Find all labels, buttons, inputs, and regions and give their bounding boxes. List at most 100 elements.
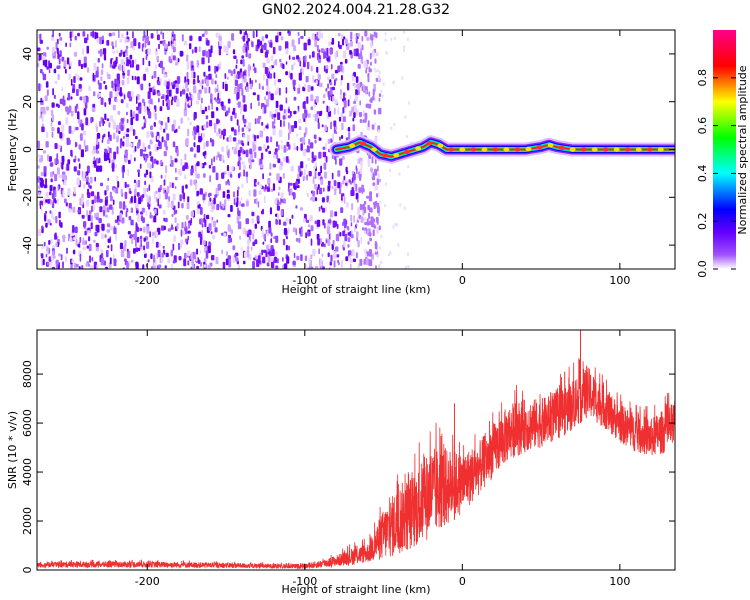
snr-series-line: [37, 358, 675, 570]
noise-speck: [135, 238, 137, 247]
noise-speck: [311, 33, 315, 40]
noise-speck: [133, 128, 135, 136]
noise-speck: [260, 48, 264, 54]
noise-speck: [335, 131, 338, 135]
noise-speck: [166, 133, 170, 141]
noise-speck: [215, 66, 219, 72]
noise-speck: [200, 163, 203, 168]
noise-speck: [154, 64, 157, 70]
noise-speck: [353, 226, 356, 232]
noise-speck: [133, 248, 136, 254]
noise-speck: [111, 80, 114, 89]
noise-speck: [316, 66, 319, 73]
noise-speck: [232, 107, 236, 112]
noise-speck: [108, 122, 111, 128]
noise-speck: [131, 259, 134, 263]
noise-speck: [247, 64, 251, 72]
noise-speck: [96, 165, 100, 172]
noise-speck: [314, 39, 318, 47]
noise-speck: [237, 207, 239, 215]
noise-speck: [282, 257, 284, 262]
noise-speck: [119, 140, 122, 149]
noise-speck: [140, 215, 143, 222]
noise-speck: [157, 92, 161, 97]
noise-speck: [346, 225, 350, 231]
noise-speck: [122, 63, 126, 72]
noise-speck: [267, 145, 270, 149]
noise-speck: [96, 132, 101, 139]
noise-speck: [320, 32, 323, 39]
noise-speck: [337, 32, 341, 37]
noise-speck: [83, 139, 86, 147]
noise-speck: [333, 107, 336, 115]
noise-speck: [252, 241, 256, 246]
x-tick-label: 100: [609, 274, 630, 287]
noise-speck: [363, 61, 368, 68]
noise-speck: [226, 165, 230, 172]
noise-speck: [259, 184, 262, 189]
noise-speck: [337, 170, 341, 177]
noise-speck: [351, 203, 354, 211]
noise-speck: [53, 255, 56, 259]
noise-speck: [68, 208, 72, 213]
noise-speck: [334, 79, 336, 86]
noise-speck: [135, 135, 138, 140]
noise-speck: [184, 221, 187, 229]
noise-speck: [243, 118, 247, 124]
noise-speck: [185, 81, 188, 89]
noise-speck: [129, 60, 132, 68]
noise-speck: [77, 111, 80, 120]
noise-speck: [287, 108, 290, 114]
noise-speck: [116, 146, 119, 155]
noise-speck: [142, 264, 145, 269]
noise-speck: [68, 125, 72, 134]
noise-speck: [242, 35, 246, 42]
snr-y-axis-label: SNR (10 * v/v): [6, 411, 19, 489]
noise-speck: [371, 50, 375, 58]
noise-speck: [208, 73, 212, 80]
x-tick-label: -200: [135, 274, 160, 287]
noise-speck: [109, 91, 113, 99]
noise-speck: [352, 117, 355, 122]
noise-speck: [268, 220, 271, 229]
noise-speck: [94, 195, 97, 204]
noise-speck: [305, 164, 308, 169]
noise-speck: [329, 261, 332, 266]
noise-speck: [160, 159, 163, 165]
noise-speck: [288, 71, 291, 79]
noise-speck: [131, 238, 133, 244]
noise-speck: [332, 40, 334, 44]
noise-speck: [288, 182, 290, 189]
noise-speck: [274, 151, 278, 155]
noise-speck: [345, 256, 349, 262]
noise-speck: [51, 193, 55, 199]
noise-speck: [267, 93, 271, 100]
noise-speck: [38, 229, 42, 236]
noise-speck: [171, 31, 175, 35]
noise-speck: [297, 87, 301, 94]
noise-speck: [275, 100, 279, 108]
noise-speck: [116, 73, 120, 81]
noise-speck: [164, 265, 167, 269]
noise-speck: [367, 204, 370, 211]
noise-speck: [121, 33, 124, 39]
noise-speck: [119, 242, 123, 250]
noise-speck: [106, 40, 110, 46]
noise-speck: [178, 242, 180, 250]
noise-speck: [174, 158, 178, 163]
noise-speck: [106, 223, 111, 228]
noise-speck: [306, 96, 309, 104]
noise-speck: [193, 113, 196, 121]
noise-speck: [227, 226, 232, 231]
snr-frame: [36, 329, 676, 571]
noise-speck: [222, 81, 225, 90]
noise-speck: [118, 64, 122, 71]
noise-speck: [40, 101, 43, 106]
noise-speck: [307, 157, 311, 161]
noise-speck: [156, 30, 159, 35]
noise-speck: [235, 257, 239, 262]
noise-speck: [267, 254, 271, 263]
noise-speck: [164, 140, 167, 148]
noise-speck: [246, 125, 249, 130]
y-tick-label: -20: [21, 188, 34, 206]
